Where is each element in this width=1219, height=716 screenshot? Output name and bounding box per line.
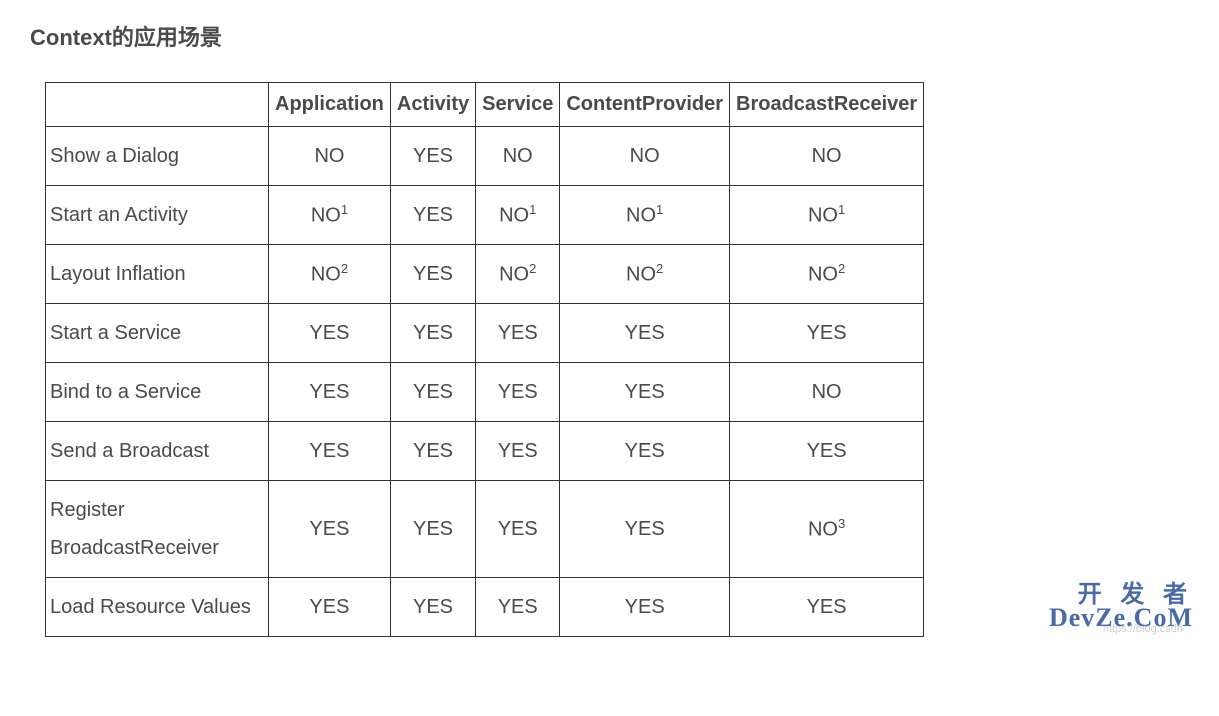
cell-value: YES	[269, 481, 391, 578]
footnote-sup: 1	[656, 202, 663, 217]
context-usage-table: Application Activity Service ContentProv…	[45, 82, 924, 637]
row-label: Load Resource Values	[46, 578, 269, 637]
cell-value: YES	[730, 422, 924, 481]
cell-value: NO2	[269, 245, 391, 304]
cell-value: YES	[269, 363, 391, 422]
cell-value: NO1	[730, 186, 924, 245]
cell-value: YES	[730, 304, 924, 363]
cell-value: YES	[476, 363, 560, 422]
cell-value: NO3	[730, 481, 924, 578]
cell-value: YES	[476, 578, 560, 637]
cell-value: NO1	[560, 186, 730, 245]
col-header-contentprovider: ContentProvider	[560, 83, 730, 127]
footnote-sup: 2	[341, 261, 348, 276]
footnote-sup: 2	[656, 261, 663, 276]
row-label: Send a Broadcast	[46, 422, 269, 481]
footnote-sup: 1	[529, 202, 536, 217]
cell-value: NO2	[560, 245, 730, 304]
cell-value: YES	[269, 578, 391, 637]
cell-value: YES	[390, 578, 475, 637]
cell-value: YES	[560, 363, 730, 422]
brand-overlay: 开 发 者 DevZe.CoM	[1049, 583, 1193, 631]
col-header-activity: Activity	[390, 83, 475, 127]
cell-value: YES	[560, 304, 730, 363]
cell-value: YES	[560, 578, 730, 637]
table-body: Show a DialogNOYESNONONOStart an Activit…	[46, 127, 924, 637]
context-usage-table-container: Application Activity Service ContentProv…	[30, 82, 1189, 637]
cell-value: YES	[476, 481, 560, 578]
cell-value: NO2	[730, 245, 924, 304]
cell-value: YES	[560, 481, 730, 578]
row-label: Register BroadcastReceiver	[46, 481, 269, 578]
cell-value: YES	[476, 304, 560, 363]
cell-value: YES	[390, 127, 475, 186]
table-row: Send a BroadcastYESYESYESYESYES	[46, 422, 924, 481]
cell-value: YES	[390, 245, 475, 304]
table-row: Register BroadcastReceiverYESYESYESYESNO…	[46, 481, 924, 578]
table-header-row: Application Activity Service ContentProv…	[46, 83, 924, 127]
col-header-service: Service	[476, 83, 560, 127]
cell-value: NO	[560, 127, 730, 186]
cell-value: YES	[730, 578, 924, 637]
cell-value: NO	[730, 363, 924, 422]
col-header-application: Application	[269, 83, 391, 127]
table-row: Layout InflationNO2YESNO2NO2NO2	[46, 245, 924, 304]
row-label: Show a Dialog	[46, 127, 269, 186]
footnote-sup: 1	[341, 202, 348, 217]
table-row: Start an ActivityNO1YESNO1NO1NO1	[46, 186, 924, 245]
footnote-sup: 1	[838, 202, 845, 217]
row-label: Layout Inflation	[46, 245, 269, 304]
table-row: Show a DialogNOYESNONONO	[46, 127, 924, 186]
cell-value: YES	[560, 422, 730, 481]
cell-value: YES	[390, 186, 475, 245]
cell-value: YES	[390, 363, 475, 422]
cell-value: YES	[269, 422, 391, 481]
cell-value: NO	[730, 127, 924, 186]
footnote-sup: 2	[838, 261, 845, 276]
col-header-blank	[46, 83, 269, 127]
watermark-text: https://blog.csdn	[1103, 623, 1183, 635]
cell-value: YES	[390, 481, 475, 578]
cell-value: YES	[269, 304, 391, 363]
footnote-sup: 3	[838, 516, 845, 531]
cell-value: NO2	[476, 245, 560, 304]
cell-value: NO1	[269, 186, 391, 245]
col-header-broadcastreceiver: BroadcastReceiver	[730, 83, 924, 127]
cell-value: NO	[476, 127, 560, 186]
brand-en: DevZe.CoM	[1049, 603, 1193, 632]
cell-value: NO1	[476, 186, 560, 245]
table-row: Bind to a ServiceYESYESYESYESNO	[46, 363, 924, 422]
cell-value: YES	[390, 422, 475, 481]
page-title: Context的应用场景	[30, 20, 1189, 52]
row-label: Start a Service	[46, 304, 269, 363]
brand-cn: 开 发 者	[1049, 583, 1193, 607]
row-label: Start an Activity	[46, 186, 269, 245]
table-row: Start a ServiceYESYESYESYESYES	[46, 304, 924, 363]
row-label: Bind to a Service	[46, 363, 269, 422]
cell-value: YES	[476, 422, 560, 481]
table-row: Load Resource ValuesYESYESYESYESYES	[46, 578, 924, 637]
cell-value: NO	[269, 127, 391, 186]
footnote-sup: 2	[529, 261, 536, 276]
cell-value: YES	[390, 304, 475, 363]
